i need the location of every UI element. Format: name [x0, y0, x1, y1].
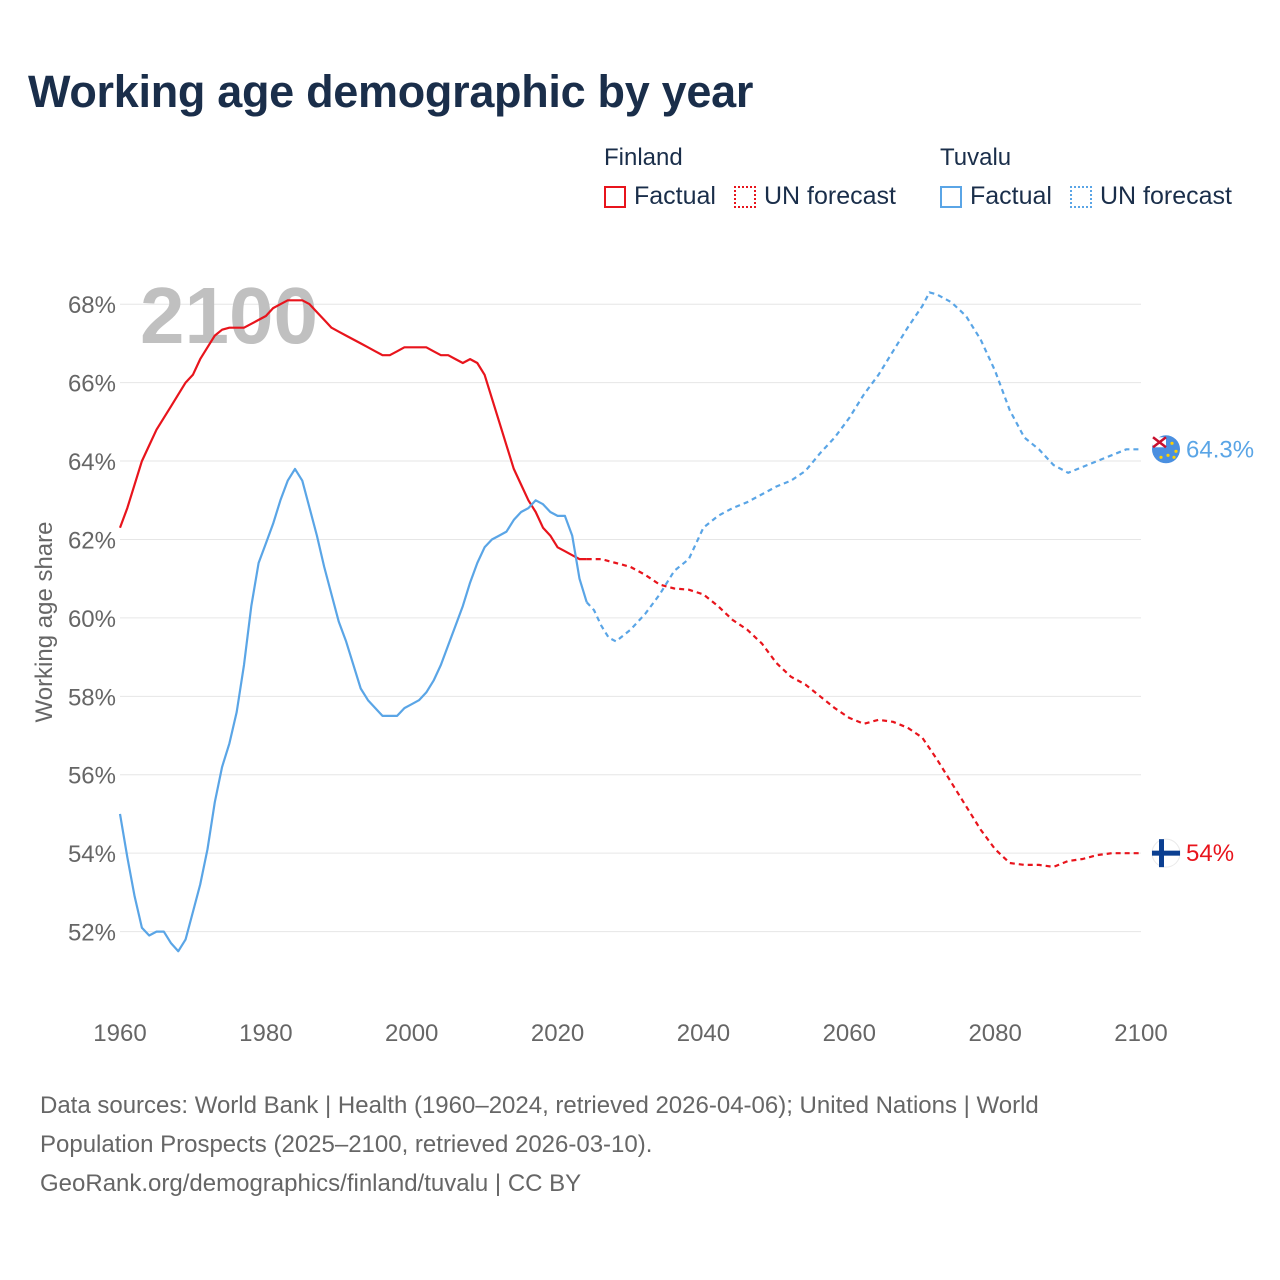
line-chart: 2100 52% 54% 56% 58% 60% 62% 64% 66% 68% 1960 1980… [31, 271, 1254, 1047]
legend-item-tuvalu-factual[interactable]: Factual [940, 182, 1052, 211]
legend-label-finland-factual: Factual [634, 182, 716, 210]
legend-group-finland: Finland Factual UN forecast [604, 144, 914, 211]
legend-item-finland-factual[interactable]: Factual [604, 182, 716, 211]
legend-swatch-tuvalu-factual [940, 185, 962, 208]
series-line-tuvalu-factual[interactable] [118, 467, 588, 953]
y-tick-label-60: 60% [68, 606, 116, 633]
tuvalu-flag-star-icon [1170, 441, 1174, 445]
footer-sources-line2: Population Prospects (2025–2100, retriev… [40, 1131, 653, 1158]
chart-title: Working age demographic by year [28, 66, 754, 117]
legend-swatch-finland-factual [604, 185, 626, 208]
x-tick-label-2040: 2040 [677, 1020, 730, 1047]
y-tick-label-52: 52% [68, 920, 116, 947]
y-tick-label-58: 58% [68, 684, 116, 711]
y-tick-label-64: 64% [68, 449, 116, 476]
x-tick-label-2080: 2080 [968, 1020, 1021, 1047]
legend-group-tuvalu: Tuvalu Factual UN forecast [940, 144, 1250, 211]
x-tick-label-2000: 2000 [385, 1020, 438, 1047]
footer-attribution: GeoRank.org/demographics/finland/tuvalu … [40, 1170, 582, 1197]
end-markers: 64.3% 54% [1151, 435, 1254, 868]
tuvalu-flag-star-icon [1166, 453, 1170, 457]
y-axis-label: Working age share [31, 522, 58, 723]
series-line-finland-forecast[interactable] [586, 558, 1141, 868]
y-tick-label-62: 62% [68, 527, 116, 554]
x-tick-label-1980: 1980 [239, 1020, 292, 1047]
legend-label-tuvalu-forecast: UN forecast [1099, 182, 1232, 210]
x-tick-label-2060: 2060 [823, 1020, 876, 1047]
legend-swatch-finland-forecast [733, 185, 756, 208]
y-tick-label-56: 56% [68, 763, 116, 790]
series-line-finland-factual[interactable] [118, 299, 587, 561]
series [118, 291, 1141, 953]
x-tick-label-2100: 2100 [1114, 1020, 1167, 1047]
tuvalu-flag-star-icon [1172, 455, 1176, 459]
y-tick-label-54: 54% [68, 841, 116, 868]
legend-swatch-tuvalu-forecast [1069, 185, 1092, 208]
gridlines [120, 303, 1141, 933]
axes: 52% 54% 56% 58% 60% 62% 64% 66% 68% 1960 1980 2000 2… [68, 292, 1168, 1047]
legend-group-name-tuvalu: Tuvalu [940, 144, 1012, 171]
end-label-tuvalu: 64.3% [1186, 436, 1254, 463]
y-tick-label-68: 68% [68, 292, 116, 319]
x-tick-label-2020: 2020 [531, 1020, 584, 1047]
end-label-finland: 54% [1186, 840, 1234, 867]
tuvalu-flag-star-icon [1174, 449, 1178, 453]
legend-item-tuvalu-forecast[interactable]: UN forecast [1069, 182, 1232, 211]
x-tick-label-1960: 1960 [93, 1020, 146, 1047]
finland-flag-hbar-icon [1152, 850, 1180, 856]
series-line-tuvalu-forecast[interactable] [585, 291, 1141, 643]
finland-flag-vbar-icon [1159, 839, 1164, 868]
footer-sources-line1: Data sources: World Bank | Health (1960–… [40, 1092, 1039, 1119]
year-watermark: 2100 [140, 271, 318, 360]
tuvalu-flag-star-icon [1159, 455, 1163, 459]
legend-label-tuvalu-factual: Factual [970, 182, 1052, 210]
tuvalu-flag-cross-icon [1152, 436, 1167, 449]
legend-group-name-finland: Finland [604, 144, 683, 171]
legend-label-finland-forecast: UN forecast [763, 182, 896, 210]
legend-item-finland-forecast[interactable]: UN forecast [733, 182, 896, 211]
footer: Data sources: World Bank | Health (1960–… [40, 1086, 1240, 1203]
y-tick-label-66: 66% [68, 371, 116, 398]
